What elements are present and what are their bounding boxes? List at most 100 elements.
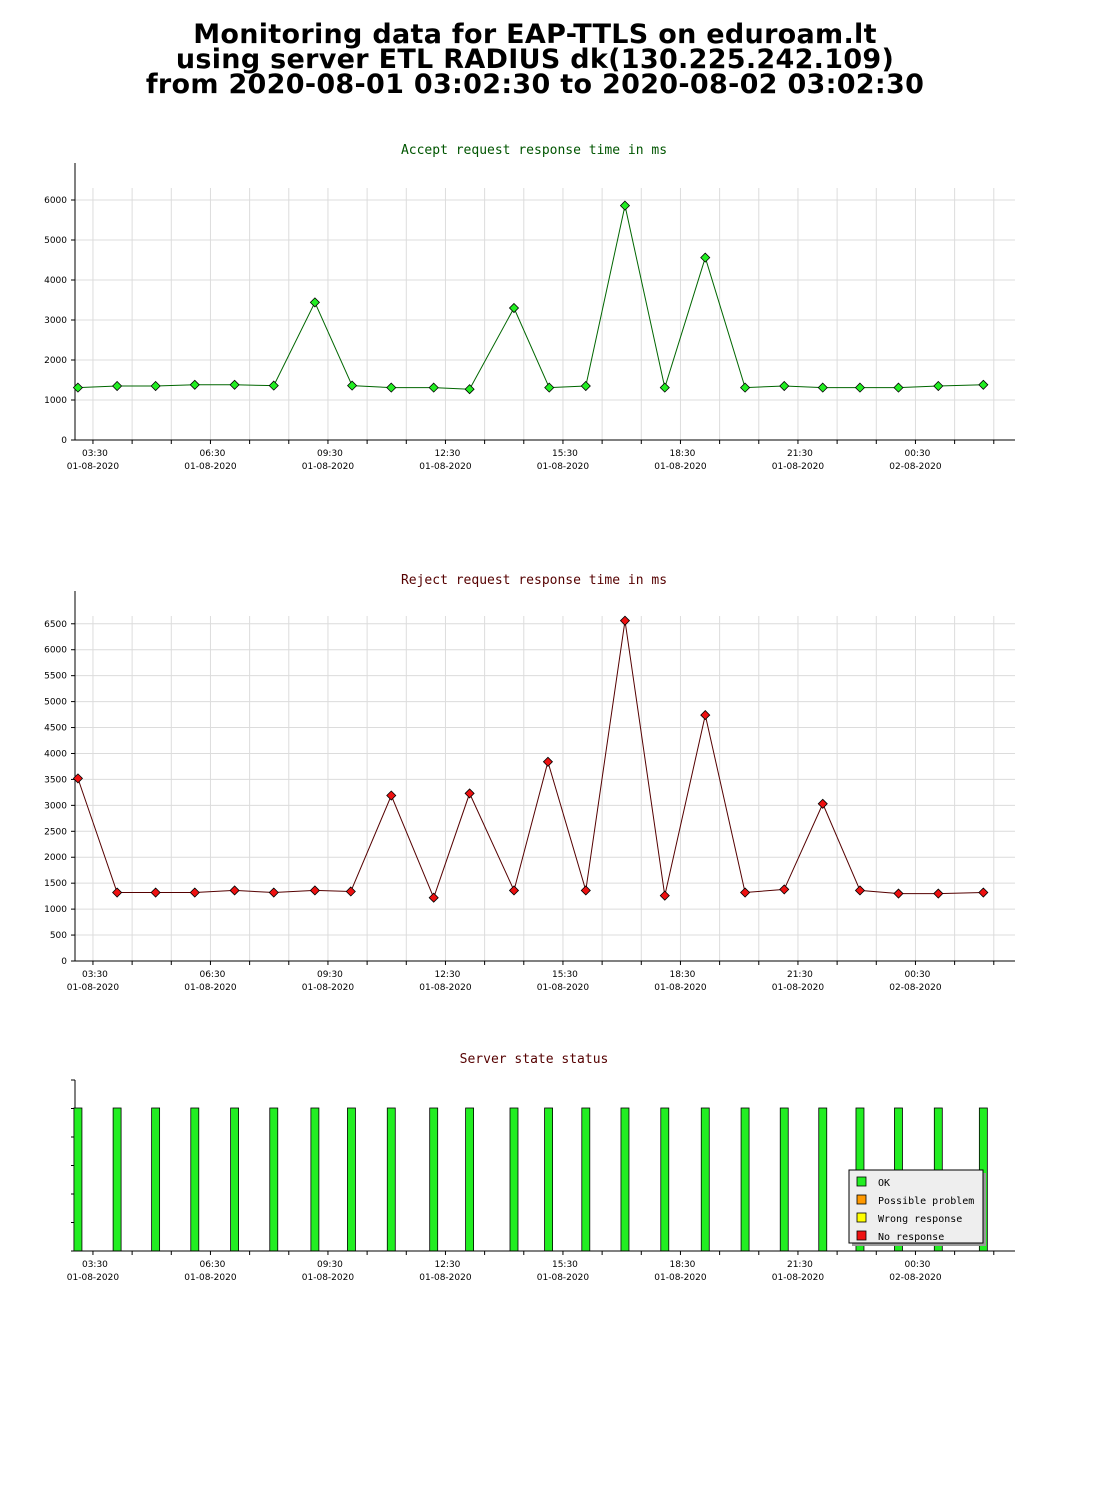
data-point	[740, 887, 751, 898]
data-point	[817, 798, 828, 809]
x-tick-time: 21:30	[787, 970, 813, 980]
data-point	[309, 885, 320, 896]
data-point	[268, 380, 279, 391]
x-tick-time: 18:30	[669, 449, 695, 459]
x-tick-time: 12:30	[434, 970, 460, 980]
x-tick-date: 02-08-2020	[889, 983, 942, 993]
y-tick-label: 2500	[44, 827, 67, 837]
status-bar	[386, 1107, 396, 1252]
data-point	[854, 382, 866, 393]
y-tick-label: 3000	[44, 316, 67, 326]
y-tick-label: 2000	[44, 853, 67, 863]
legend-label: OK	[878, 1178, 890, 1189]
legend-label: Wrong response	[878, 1214, 962, 1225]
data-point	[189, 379, 200, 390]
data-point	[817, 382, 828, 393]
x-tick-date: 01-08-2020	[654, 1273, 707, 1283]
y-tick-label: 5000	[44, 698, 67, 708]
data-point	[580, 380, 591, 392]
legend-swatch	[856, 1176, 867, 1187]
status-bar	[310, 1107, 320, 1252]
data-point	[464, 788, 475, 799]
data-point	[309, 297, 320, 308]
x-tick-date: 01-08-2020	[67, 1273, 120, 1283]
data-point	[508, 302, 520, 314]
x-tick-time: 15:30	[552, 970, 578, 980]
x-tick-time: 09:30	[317, 449, 343, 459]
x-tick-date: 01-08-2020	[67, 983, 120, 993]
legend-label: Possible problem	[878, 1196, 974, 1207]
y-tick-label: 0	[61, 957, 67, 967]
y-tick-label: 1000	[44, 396, 67, 406]
x-tick-time: 06:30	[199, 449, 225, 459]
chart-title: Reject request response time in ms	[401, 573, 667, 588]
data-point	[428, 892, 439, 903]
y-tick-label: 0	[61, 436, 67, 446]
x-tick-time: 21:30	[787, 449, 813, 459]
x-tick-date: 01-08-2020	[537, 1273, 590, 1283]
x-tick-date: 01-08-2020	[419, 983, 472, 993]
series-line	[77, 205, 984, 390]
data-point	[428, 382, 439, 393]
y-tick-label: 4000	[44, 749, 67, 759]
y-tick-label: 3500	[44, 775, 67, 785]
data-point	[933, 380, 944, 392]
data-point	[386, 790, 397, 801]
data-point	[150, 887, 161, 898]
x-tick-time: 12:30	[434, 449, 460, 459]
x-tick-date: 01-08-2020	[419, 1273, 472, 1283]
chart-title: Server state status	[460, 1052, 609, 1067]
legend	[848, 1169, 984, 1244]
x-tick-time: 12:30	[434, 1260, 460, 1270]
status-bar	[190, 1107, 200, 1252]
x-tick-date: 01-08-2020	[772, 983, 825, 993]
server-state-chart: Server state status 03:30 01-08-2020 06:30 0…	[67, 1052, 1015, 1283]
x-tick-time: 03:30	[82, 1260, 108, 1270]
data-point	[740, 382, 751, 393]
status-bar	[581, 1107, 591, 1252]
x-tick-time: 06:30	[199, 970, 225, 980]
data-point	[659, 890, 670, 901]
x-tick-date: 01-08-2020	[302, 1273, 355, 1283]
data-point	[779, 884, 790, 895]
data-point	[619, 615, 631, 626]
x-tick-date: 01-08-2020	[537, 983, 590, 993]
x-tick-date: 01-08-2020	[654, 983, 707, 993]
data-point	[619, 200, 631, 211]
x-tick-time: 15:30	[552, 449, 578, 459]
title-line-3: from 2020-08-01 03:02:30 to 2020-08-02 0…	[145, 69, 925, 100]
x-tick-time: 06:30	[199, 1260, 225, 1270]
data-point	[542, 756, 554, 767]
x-tick-date: 01-08-2020	[184, 983, 237, 993]
x-tick-date: 01-08-2020	[419, 462, 472, 472]
status-bar	[818, 1107, 828, 1252]
reject-response-chart: Reject request response time in ms 0 500 10…	[44, 573, 1015, 993]
data-point	[345, 886, 356, 897]
x-tick-date: 01-08-2020	[654, 462, 707, 472]
y-tick-label: 1000	[44, 905, 67, 915]
data-point	[229, 379, 240, 390]
status-bar	[544, 1107, 553, 1252]
x-tick-time: 03:30	[82, 970, 108, 980]
x-tick-time: 00:30	[904, 970, 930, 980]
data-point	[893, 888, 904, 899]
status-bar	[779, 1107, 789, 1252]
x-tick-time: 18:30	[669, 970, 695, 980]
status-bar	[465, 1107, 475, 1252]
data-point	[933, 888, 944, 899]
data-point	[779, 380, 790, 392]
y-tick-label: 6000	[44, 196, 67, 206]
x-tick-time: 09:30	[317, 970, 343, 980]
status-bar	[429, 1107, 439, 1252]
status-bar	[660, 1107, 670, 1252]
y-tick-label: 4500	[44, 724, 67, 734]
x-tick-date: 01-08-2020	[772, 1273, 825, 1283]
x-tick-date: 01-08-2020	[184, 1273, 237, 1283]
data-point	[347, 380, 358, 391]
legend-swatch	[856, 1212, 867, 1223]
data-point	[700, 710, 711, 721]
x-tick-time: 18:30	[669, 1260, 695, 1270]
data-point	[893, 382, 904, 393]
data-point	[464, 384, 475, 395]
data-point	[854, 885, 866, 896]
